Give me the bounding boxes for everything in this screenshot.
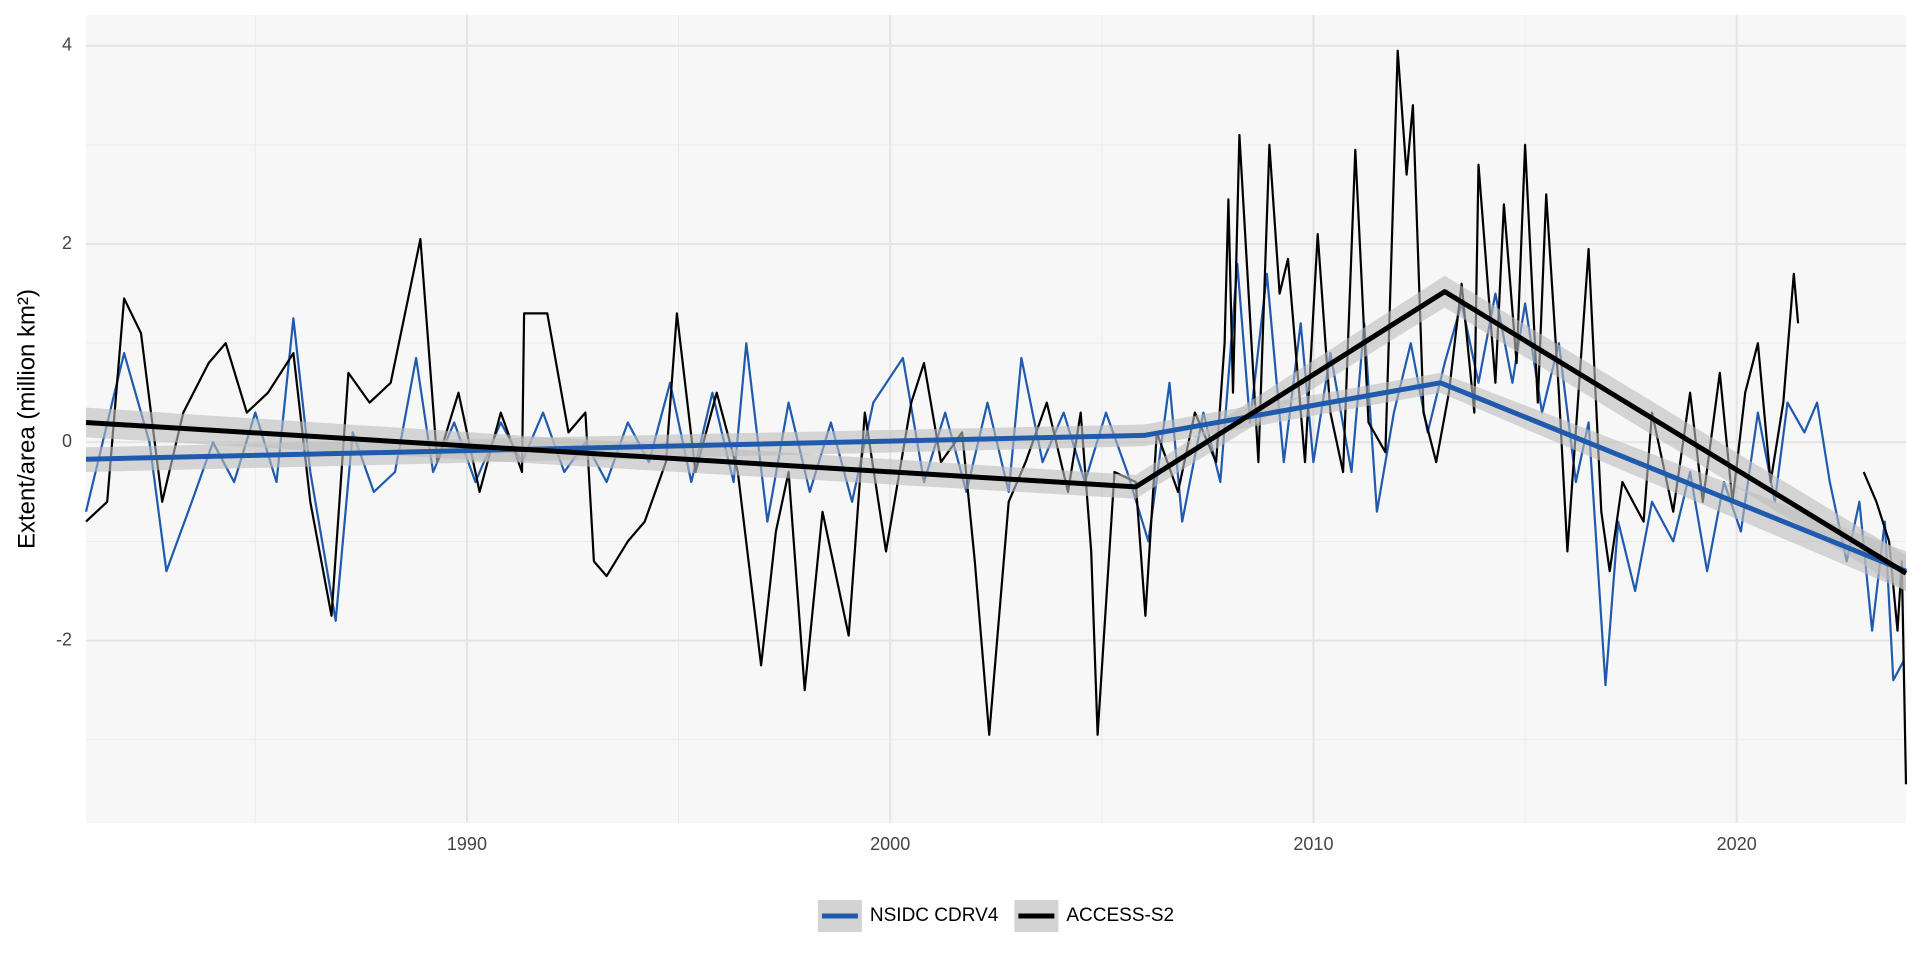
y-tick-label: 0	[62, 431, 72, 451]
x-tick-label: 2000	[870, 834, 910, 854]
y-tick-label: -2	[56, 629, 72, 649]
confidence-band	[86, 275, 1906, 592]
plot-panel	[86, 15, 1906, 823]
legend: NSIDC CDRV4 ACCESS-S2	[817, 900, 1174, 932]
x-tick-label: 1990	[447, 834, 487, 854]
trend-line	[85, 380, 1907, 574]
x-tick-label: 2010	[1293, 834, 1333, 854]
y-tick-label: 4	[62, 34, 72, 54]
y-tick-label: 2	[62, 233, 72, 253]
x-tick-label: 2020	[1717, 834, 1757, 854]
trend-line	[85, 289, 1908, 576]
y-axis-title: Extent/area (million km²)	[13, 289, 40, 549]
legend-label: NSIDC CDRV4	[870, 905, 999, 926]
legend-label: ACCESS-S2	[1066, 905, 1174, 926]
